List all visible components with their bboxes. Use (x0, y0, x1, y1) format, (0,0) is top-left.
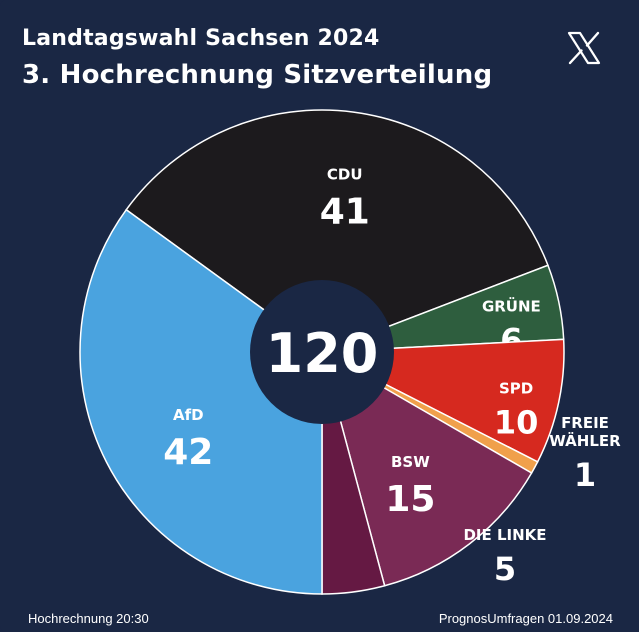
footer-source: PrognosUmfragen 01.09.2024 (438, 611, 613, 626)
slice-value: 10 (494, 403, 539, 441)
slice-label-bsw: BSW 15 (385, 453, 435, 520)
slice-value: 15 (385, 479, 435, 520)
slice-label-afd: AfD 42 (163, 406, 213, 473)
slice-name: WÄHLER (549, 431, 621, 450)
slice-name: BSW (391, 453, 430, 471)
slice-label-die-linke: DIE LINKE 5 (463, 526, 546, 588)
slice-value: 42 (163, 432, 213, 473)
x-logo-icon (567, 31, 601, 65)
slice-value: 1 (574, 456, 596, 494)
pie-slice-afd (79, 208, 323, 595)
slice-name: DIE LINKE (463, 526, 546, 544)
slice-name: AfD (173, 406, 204, 424)
chart-supertitle: Landtagswahl Sachsen 2024 (22, 26, 380, 51)
total-seats-label: 120 (266, 322, 379, 385)
footer-timestamp: Hochrechnung 20:30 (28, 611, 149, 626)
slice-label-spd: SPD 10 (494, 379, 539, 441)
chart-title: 3. Hochrechnung Sitzverteilung (22, 60, 493, 90)
center-hole (250, 280, 394, 424)
slice-label-cdu: CDU 41 (320, 165, 370, 232)
slice-value: 41 (320, 191, 370, 232)
slice-name: GRÜNE (482, 297, 541, 316)
slice-name: FREIE (561, 414, 609, 432)
slice-name: CDU (327, 165, 363, 183)
slice-name: SPD (499, 379, 533, 397)
pie-slice-bsw (320, 350, 533, 587)
pie-slice-cdu (125, 109, 549, 353)
slice-value: 5 (494, 550, 516, 588)
